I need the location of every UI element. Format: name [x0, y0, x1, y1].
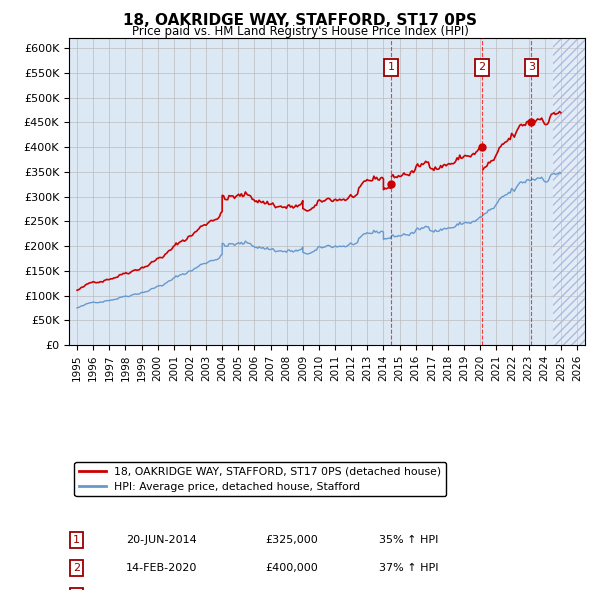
Text: 20-JUN-2014: 20-JUN-2014 [126, 535, 197, 545]
Text: 37% ↑ HPI: 37% ↑ HPI [379, 563, 438, 573]
Text: 2: 2 [479, 63, 485, 73]
Text: 2: 2 [73, 563, 80, 573]
Bar [553, 38, 585, 345]
Legend: 18, OAKRIDGE WAY, STAFFORD, ST17 0PS (detached house), HPI: Average price, detac: 18, OAKRIDGE WAY, STAFFORD, ST17 0PS (de… [74, 462, 446, 496]
Text: 14-FEB-2020: 14-FEB-2020 [126, 563, 197, 573]
Text: 1: 1 [73, 535, 80, 545]
Text: 1: 1 [388, 63, 395, 73]
Text: Price paid vs. HM Land Registry's House Price Index (HPI): Price paid vs. HM Land Registry's House … [131, 25, 469, 38]
Text: 35% ↑ HPI: 35% ↑ HPI [379, 535, 438, 545]
Text: 18, OAKRIDGE WAY, STAFFORD, ST17 0PS: 18, OAKRIDGE WAY, STAFFORD, ST17 0PS [123, 13, 477, 28]
Text: £325,000: £325,000 [265, 535, 318, 545]
Text: £400,000: £400,000 [265, 563, 318, 573]
Text: 3: 3 [528, 63, 535, 73]
